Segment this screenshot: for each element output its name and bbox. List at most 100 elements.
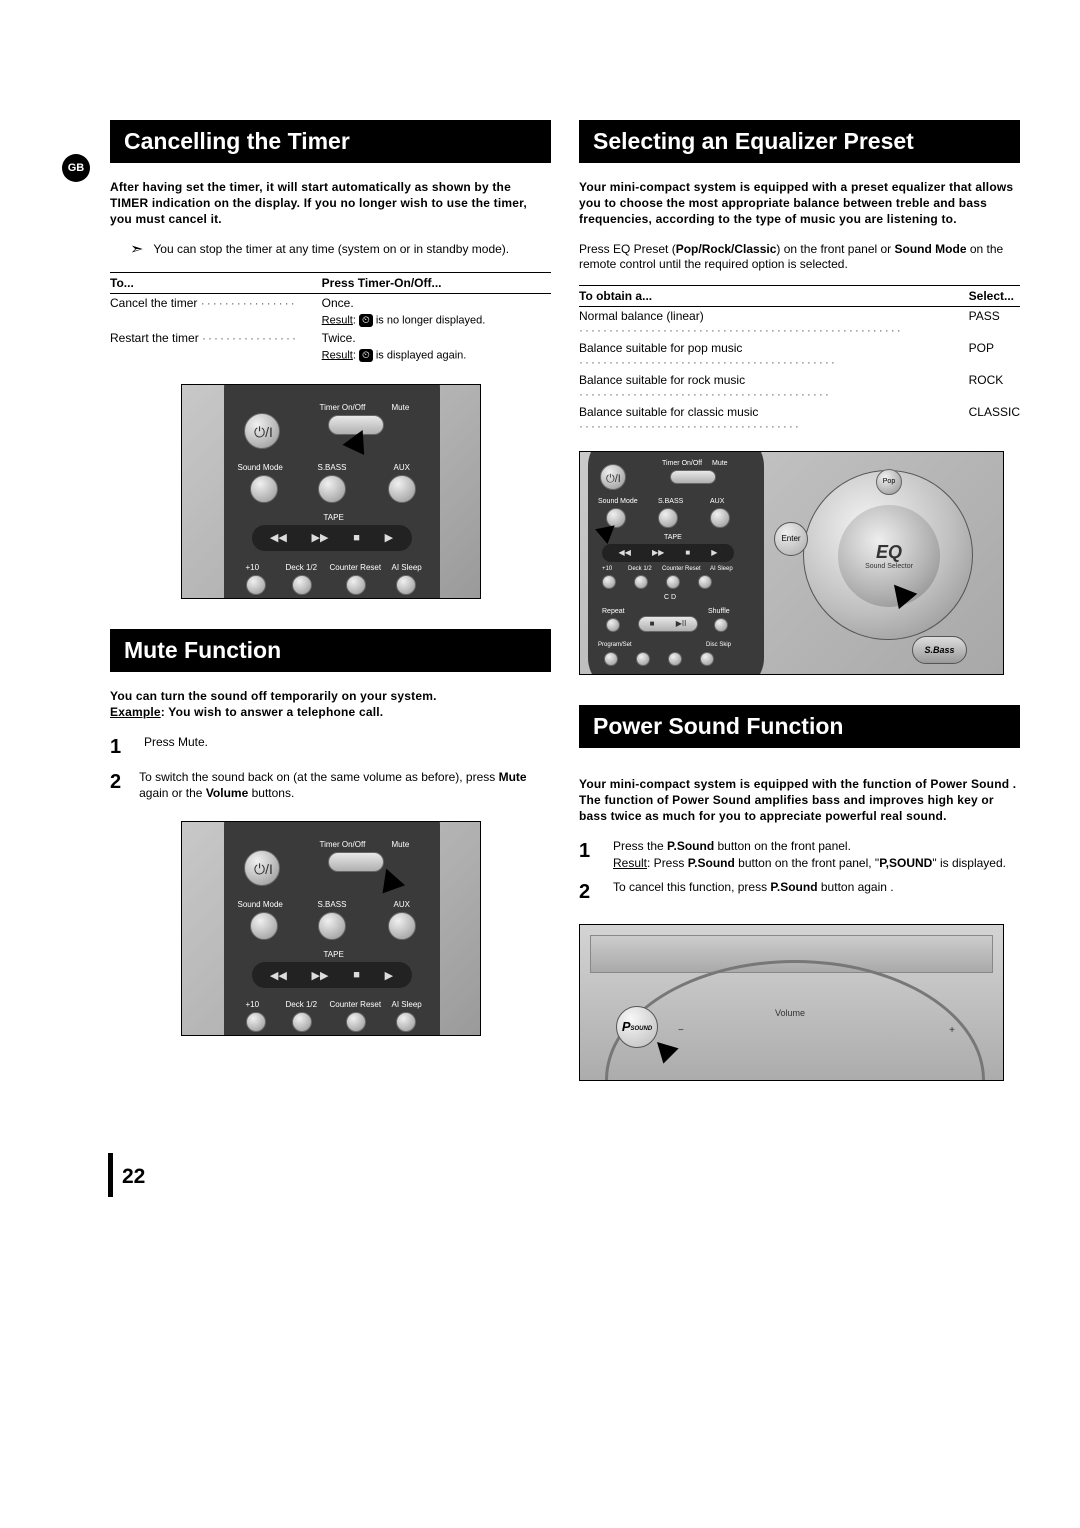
eq-pb4[interactable] — [700, 652, 714, 666]
label-aux: AUX — [394, 463, 410, 472]
eq-pop-btn[interactable]: Pop — [876, 469, 902, 495]
label-counter-2: Counter Reset — [330, 1000, 382, 1009]
sbass-button-2[interactable] — [318, 912, 346, 940]
result-text-2: is displayed again. — [373, 349, 467, 361]
label-tape: TAPE — [324, 513, 344, 522]
counter-button[interactable] — [346, 575, 366, 595]
ps-step1: Press the P.Sound button on the front pa… — [613, 838, 1006, 870]
eq-row-3-r: CLASSIC — [969, 403, 1020, 435]
soundmode-button-2[interactable] — [250, 912, 278, 940]
eq-pb2[interactable] — [636, 652, 650, 666]
eq-pb1[interactable] — [604, 652, 618, 666]
step-num-2: 2 — [110, 769, 125, 801]
label-aux-2: AUX — [394, 900, 410, 909]
sbass-button[interactable] — [318, 475, 346, 503]
stop-icon: ■ — [353, 532, 360, 544]
label-sleep-2: AI Sleep — [392, 1000, 422, 1009]
svg-text:⏻/I: ⏻/I — [254, 424, 273, 440]
eq-row-3-l: Balance suitable for classic music — [579, 405, 758, 419]
svg-text:⏻/I: ⏻/I — [606, 473, 621, 485]
aux-button-2[interactable] — [388, 912, 416, 940]
eq-timer-pill[interactable] — [670, 470, 716, 484]
eq-b1[interactable] — [602, 575, 616, 589]
aux-button[interactable] — [388, 475, 416, 503]
cancel-timer-intro: After having set the timer, it will star… — [110, 179, 551, 228]
eq-cd-stop: ■ — [650, 619, 655, 628]
svg-text:⏻/I: ⏻/I — [254, 861, 273, 877]
tape-transport[interactable]: ◀◀ ▶▶ ■ ▶ — [252, 525, 412, 551]
ps-step2: To cancel this function, press P.Sound b… — [613, 879, 894, 906]
eq-label-mute: Mute — [712, 460, 728, 467]
label-plus10-2: +10 — [246, 1000, 260, 1009]
sleep-button[interactable] — [396, 575, 416, 595]
rewind-icon-2: ◀◀ — [270, 969, 287, 982]
eq-power-btn[interactable]: ⏻/I — [600, 464, 626, 490]
label-timer: Timer On/Off — [320, 403, 366, 412]
heading-mute: Mute Function — [110, 629, 551, 672]
counter-button-2[interactable] — [346, 1012, 366, 1032]
eq-shuffle-btn[interactable] — [714, 618, 728, 632]
stop-icon-2: ■ — [353, 969, 360, 981]
eq-deck: Deck 1/2 — [628, 566, 652, 572]
deck-button[interactable] — [292, 575, 312, 595]
page-number: 22 — [122, 1165, 145, 1189]
eq-repeat-btn[interactable] — [606, 618, 620, 632]
eq-label-tape: TAPE — [664, 534, 682, 541]
minus-label: − — [678, 1025, 684, 1036]
eq-tape[interactable]: ◀◀ ▶▶ ■ ▶ — [602, 544, 734, 562]
row-restart-label: Restart the timer — [110, 331, 199, 345]
psound-figure: Volume PSOUND − + — [579, 924, 1004, 1081]
volume-label: Volume — [775, 1008, 805, 1018]
plus10-button[interactable] — [246, 575, 266, 595]
eq-rew: ◀◀ — [619, 548, 631, 557]
cancel-timer-note: You can stop the timer at any time (syst… — [153, 242, 509, 258]
label-soundmode-2: Sound Mode — [238, 900, 283, 909]
eq-shuffle: Shuffle — [708, 608, 730, 615]
rewind-icon: ◀◀ — [270, 531, 287, 544]
table-head-press: Press Timer-On/Off... — [322, 272, 551, 293]
label-sbass-2: S.BASS — [318, 900, 347, 909]
eq-row-2-r: ROCK — [969, 371, 1020, 403]
sbass-panel-btn[interactable]: S.Bass — [912, 636, 967, 664]
result-label-2: Result — [322, 349, 353, 361]
eq-b3[interactable] — [666, 575, 680, 589]
power-button[interactable]: ⏻/I — [244, 413, 280, 449]
eq-b2[interactable] — [634, 575, 648, 589]
mute-example: : You wish to answer a telephone call. — [161, 705, 384, 719]
power-button-2[interactable]: ⏻/I — [244, 850, 280, 886]
eq-label-ax: AUX — [710, 498, 724, 505]
eq-dial[interactable]: EQ Sound Selector Pop — [803, 470, 973, 640]
eq-b4[interactable] — [698, 575, 712, 589]
eq-ax-btn[interactable] — [710, 508, 730, 528]
remote-figure-timer: Timer On/Off Mute ⏻/I Sound Mode S.BASS … — [181, 384, 481, 599]
eq-repeat: Repeat — [602, 608, 625, 615]
left-column: Cancelling the Timer After having set th… — [110, 120, 551, 1101]
eq-row-2-l: Balance suitable for rock music — [579, 373, 745, 387]
eq-label: EQ — [876, 542, 902, 563]
step-num-1: 1 — [110, 734, 130, 761]
label-mute-2: Mute — [392, 840, 410, 849]
remote-figure-mute: Timer On/Off Mute ⏻/I Sound Mode S.BASS … — [181, 821, 481, 1036]
ffwd-icon-2: ▶▶ — [312, 969, 329, 982]
psound-button[interactable]: PSOUND — [616, 1006, 658, 1048]
ffwd-icon: ▶▶ — [312, 531, 329, 544]
plus10-button-2[interactable] — [246, 1012, 266, 1032]
soundmode-button[interactable] — [250, 475, 278, 503]
sleep-button-2[interactable] — [396, 1012, 416, 1032]
row-restart-value: Twice. — [322, 329, 551, 347]
ps-step1-n: 1 — [579, 838, 599, 870]
enter-button[interactable]: Enter — [774, 522, 808, 556]
eq-instruction: Press EQ Preset (Pop/Rock/Classic) on th… — [579, 242, 1020, 273]
heading-psound: Power Sound Function — [579, 705, 1020, 748]
clock-icon: ⏲ — [359, 314, 373, 327]
eq-cdplay[interactable]: ■ ▶II — [638, 616, 698, 632]
timer-mute-pill-2[interactable] — [328, 852, 384, 872]
heading-cancel-timer: Cancelling the Timer — [110, 120, 551, 163]
label-timer-2: Timer On/Off — [320, 840, 366, 849]
tape-transport-2[interactable]: ◀◀ ▶▶ ■ ▶ — [252, 962, 412, 988]
eq-sb-btn[interactable] — [658, 508, 678, 528]
play-icon-2: ▶ — [385, 969, 393, 982]
eq-pb3[interactable] — [668, 652, 682, 666]
deck-button-2[interactable] — [292, 1012, 312, 1032]
eq-figure: Timer On/Off Mute ⏻/I Sound Mode S.BASS … — [579, 451, 1004, 675]
